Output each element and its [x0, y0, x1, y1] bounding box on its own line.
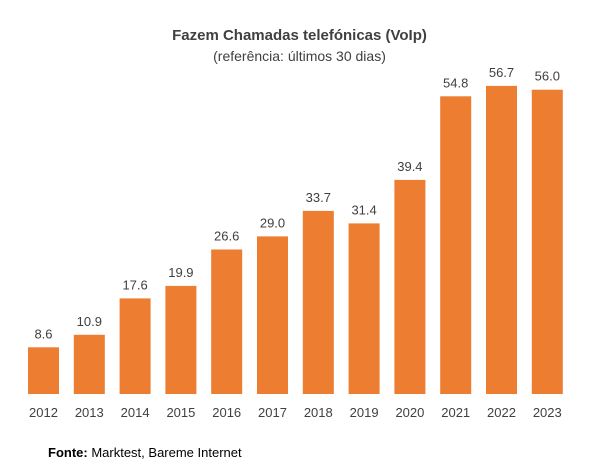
- bar-2017: [257, 236, 288, 394]
- x-tick-label-2015: 2015: [166, 405, 195, 420]
- x-tick-label-2021: 2021: [441, 405, 470, 420]
- x-tick-label-2017: 2017: [258, 405, 287, 420]
- source-label: Fonte:: [48, 445, 88, 460]
- bar-2016: [211, 249, 243, 394]
- data-label-2022: 56.7: [489, 65, 514, 80]
- data-label-2014: 17.6: [122, 277, 147, 292]
- bar-2015: [165, 285, 197, 394]
- source-text: Marktest, Bareme Internet: [87, 445, 242, 460]
- data-label-2012: 8.6: [34, 326, 52, 341]
- bar-2018: [302, 210, 334, 394]
- x-tick-label-2012: 2012: [29, 405, 58, 420]
- data-label-2020: 39.4: [397, 159, 422, 174]
- x-tick-label-2023: 2023: [533, 405, 562, 420]
- source-note: Fonte: Marktest, Bareme Internet: [48, 445, 242, 460]
- data-label-2018: 33.7: [306, 190, 331, 205]
- bar-2020: [394, 179, 426, 394]
- bar-2023: [531, 89, 563, 394]
- x-tick-label-2016: 2016: [212, 405, 241, 420]
- bar-2019: [348, 223, 380, 394]
- bar-2014: [119, 298, 151, 394]
- chart-subtitle: (referência: últimos 30 dias): [213, 48, 386, 64]
- bar-2013: [73, 334, 105, 394]
- bar-2012: [28, 347, 59, 394]
- data-label-2023: 56.0: [535, 69, 560, 84]
- x-tick-label-2022: 2022: [487, 405, 516, 420]
- data-label-2015: 19.9: [168, 265, 193, 280]
- x-tick-label-2018: 2018: [304, 405, 333, 420]
- data-label-2013: 10.9: [77, 314, 102, 329]
- x-tick-label-2013: 2013: [75, 405, 104, 420]
- data-label-2019: 31.4: [351, 202, 376, 217]
- x-tick-label-2020: 2020: [395, 405, 424, 420]
- data-label-2021: 54.8: [443, 75, 468, 90]
- data-label-2016: 26.6: [214, 229, 239, 244]
- bar-2022: [486, 85, 517, 395]
- x-tick-label-2014: 2014: [121, 405, 150, 420]
- bar-2021: [440, 96, 472, 395]
- data-label-2017: 29.0: [260, 215, 285, 230]
- x-tick-label-2019: 2019: [350, 405, 379, 420]
- chart-title: Fazem Chamadas telefónicas (VoIp): [172, 27, 427, 44]
